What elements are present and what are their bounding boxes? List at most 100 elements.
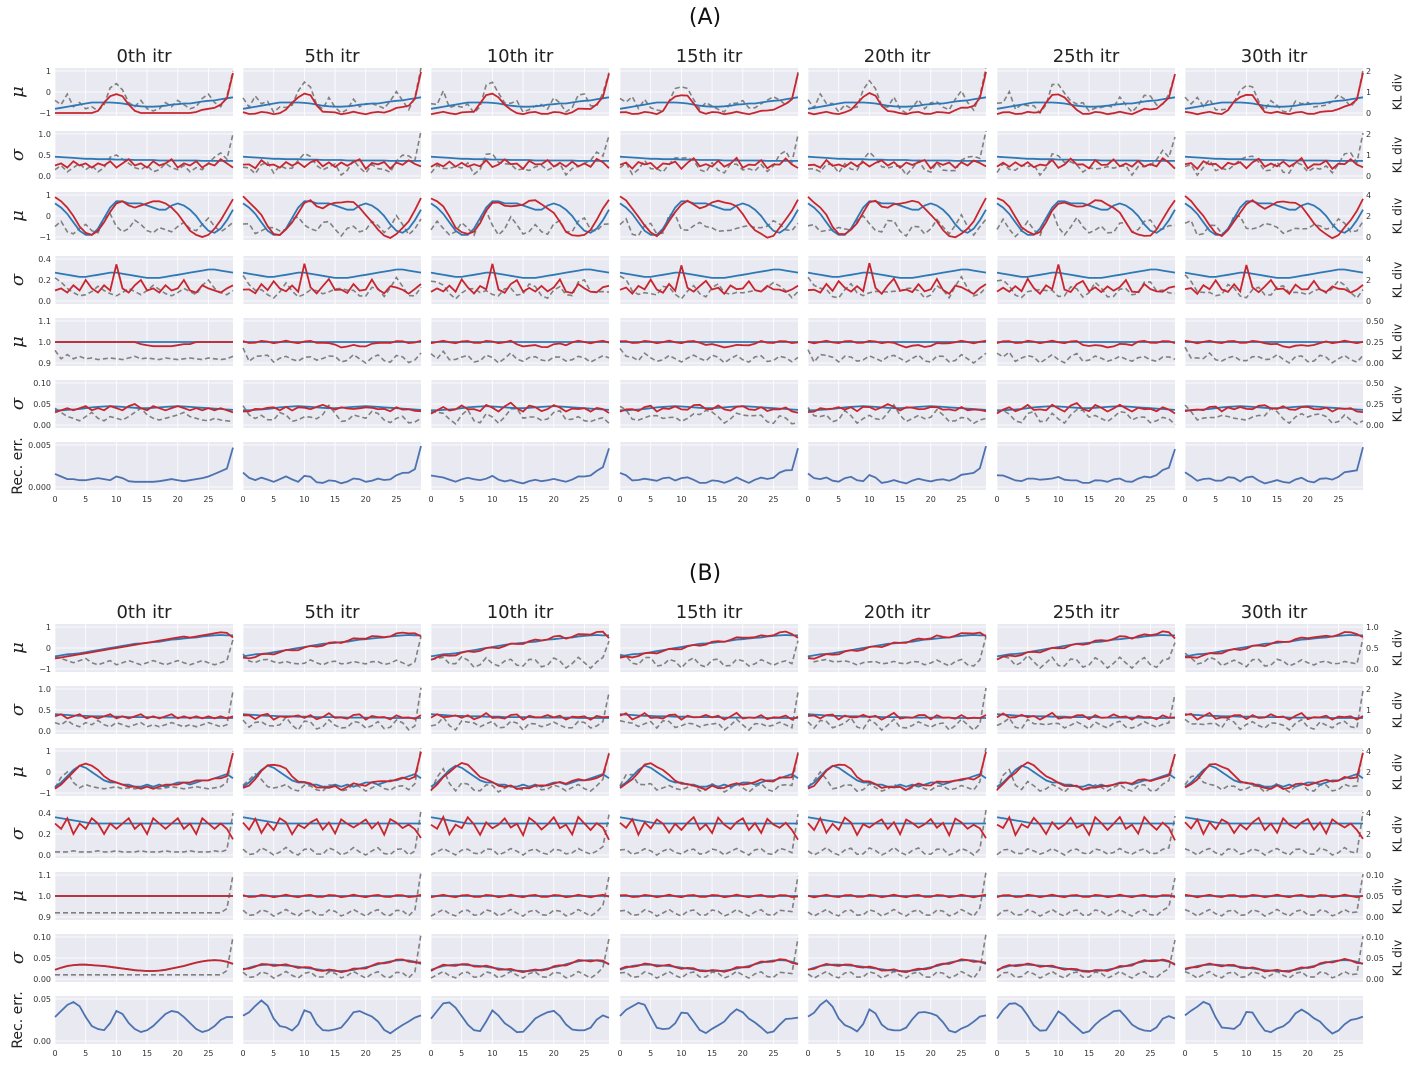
estimate-line	[619, 156, 799, 171]
subplot	[1184, 192, 1364, 240]
y-tick-label: 0.5	[38, 151, 51, 160]
row-label-rec-err: Rec. err.	[10, 437, 26, 494]
subplot	[1184, 810, 1364, 858]
true-value-line	[242, 155, 421, 162]
kl-div-line	[54, 133, 234, 173]
subplot	[242, 380, 422, 428]
subplot	[807, 809, 987, 858]
x-tick-label: 10	[487, 495, 497, 504]
true-value-line	[996, 96, 1176, 110]
subplot	[54, 318, 234, 366]
kl-div-line	[807, 809, 987, 857]
kl-div-line	[55, 874, 234, 914]
subplot: 0 5 10 15 20 25	[617, 442, 799, 504]
kl-tick-label: 2	[1366, 830, 1371, 839]
x-tick-label: 0	[52, 495, 57, 504]
subplot	[54, 934, 234, 982]
true-value-line	[996, 268, 1176, 279]
estimate-line	[1184, 72, 1364, 116]
subplot	[242, 809, 422, 858]
subplot	[619, 810, 799, 858]
x-tick-label: 10	[864, 495, 874, 504]
subplot	[807, 318, 987, 366]
x-tick-label: 15	[330, 495, 340, 504]
estimate-line	[996, 157, 1176, 170]
panel-a-grid: 0th itr 5th itr 10th itr 15th itr 20th itr 25…	[7, 46, 1405, 504]
subplot	[430, 624, 610, 672]
kl-div-line	[1184, 690, 1364, 732]
x-tick-label: 20	[1303, 495, 1313, 504]
subplot-background	[620, 996, 798, 1044]
kl-div-line	[430, 278, 610, 300]
kl-tick-label: 2	[1366, 130, 1371, 139]
kl-div-line	[54, 349, 234, 361]
estimate-line	[1184, 195, 1364, 240]
subplot	[619, 256, 799, 304]
subplot: 0 5 10 15 20 25	[428, 996, 610, 1058]
kl-tick-label: 1	[1366, 88, 1371, 97]
subplot	[242, 192, 422, 240]
true-value-line	[807, 268, 987, 279]
rec-err-line	[1184, 446, 1364, 485]
estimate-line	[54, 713, 234, 720]
estimate-line	[996, 73, 1176, 116]
rec-err-line	[619, 447, 799, 484]
subplot	[619, 872, 799, 920]
x-tick-label: 5	[459, 495, 464, 504]
kl-div-axis-label: KL div	[1391, 940, 1405, 976]
estimate-line	[996, 958, 1176, 973]
x-tick-label: 15	[518, 495, 528, 504]
subplot	[1184, 748, 1364, 796]
estimate-line	[619, 403, 799, 414]
y-tick-label: 0.05	[33, 400, 51, 409]
x-tick-label: 10	[1053, 1049, 1063, 1058]
kl-div-line	[55, 936, 234, 976]
estimate-line	[430, 630, 610, 661]
kl-div-line	[807, 403, 987, 425]
subplot	[807, 686, 987, 734]
kl-div-line	[1184, 346, 1364, 364]
x-tick-label: 20	[549, 1049, 559, 1058]
subplot: 0 5 10 15 20 25	[240, 442, 422, 504]
kl-div-line	[619, 937, 799, 980]
subplot: 0 5 10 15 20 25	[994, 442, 1176, 504]
estimate-line	[807, 196, 987, 239]
estimate-line	[242, 751, 422, 792]
true-value-line	[55, 405, 234, 412]
x-tick-label: 20	[173, 1049, 183, 1058]
kl-div-line	[619, 751, 799, 794]
y-tick-label: 0.05	[33, 995, 51, 1004]
estimate-line	[807, 631, 987, 660]
subplot	[996, 748, 1176, 796]
subplot	[242, 318, 422, 366]
subplot: 0 5 10 15 20 25	[52, 996, 233, 1058]
kl-div-line	[807, 933, 987, 980]
subplot	[242, 871, 422, 920]
x-tick-label: 5	[83, 495, 88, 504]
kl-tick-label: 0.50	[1366, 317, 1384, 326]
subplot	[430, 318, 610, 366]
estimate-line	[807, 262, 987, 296]
estimate-line	[996, 893, 1176, 899]
x-tick-label: 25	[956, 1049, 966, 1058]
x-tick-label: 15	[895, 495, 905, 504]
subplot	[430, 748, 610, 796]
kl-tick-label: 0.05	[1366, 892, 1384, 901]
column-title: 25th itr	[1053, 46, 1120, 67]
rec-err-line	[996, 1002, 1176, 1035]
y-tick-label: −1	[39, 109, 51, 118]
subplot	[242, 933, 422, 982]
estimate-line	[54, 403, 234, 414]
kl-div-line	[242, 214, 422, 238]
x-tick-label: 25	[391, 495, 401, 504]
true-value-line	[1184, 268, 1364, 279]
true-value-line	[430, 816, 609, 825]
subplot	[1184, 686, 1364, 734]
y-tick-label: 0.00	[33, 421, 51, 430]
estimate-line	[430, 263, 610, 295]
estimate-line	[807, 816, 987, 839]
kl-tick-label: 0.50	[1366, 379, 1384, 388]
estimate-line	[54, 157, 234, 169]
row-label-param: σ	[7, 273, 28, 286]
estimate-line	[1184, 816, 1364, 840]
